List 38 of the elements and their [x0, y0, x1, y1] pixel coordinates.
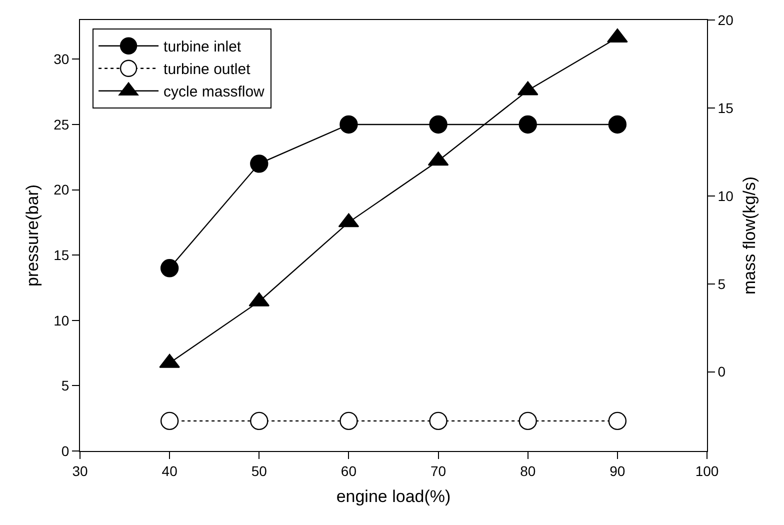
- legend-label: turbine inlet: [164, 38, 242, 56]
- x-axis-title: engine load(%): [336, 487, 451, 506]
- y2-tick-label: 5: [718, 276, 726, 292]
- y-tick-label: 30: [54, 51, 70, 68]
- point: [518, 115, 537, 134]
- point: [160, 259, 179, 278]
- y2-tick-label: 20: [718, 12, 734, 28]
- point: [340, 412, 358, 430]
- point: [429, 412, 448, 430]
- x-tick-label: 60: [340, 462, 357, 479]
- point: [340, 115, 358, 134]
- y-tick-label: 5: [61, 378, 70, 394]
- point: [608, 115, 627, 134]
- y-tick-label: 15: [54, 246, 70, 263]
- y2-axis-title: mass flow(kg/s): [740, 176, 759, 295]
- point: [518, 412, 537, 430]
- x-tick-label: 70: [430, 462, 446, 479]
- point: [160, 412, 179, 430]
- point: [429, 115, 448, 134]
- x-tick-label: 100: [695, 462, 719, 479]
- point: [608, 412, 627, 430]
- y-tick-label: 25: [54, 116, 70, 132]
- legend-label: turbine outlet: [164, 61, 252, 78]
- x-tick-label: 40: [162, 462, 178, 479]
- point: [250, 154, 268, 173]
- y-tick-label: 0: [61, 442, 70, 459]
- x-tick-label: 90: [610, 462, 626, 479]
- x-tick-label: 50: [251, 462, 268, 479]
- legend-label: cycle massflow: [164, 84, 265, 101]
- y2-tick-label: 0: [718, 364, 726, 380]
- x-tick-label: 80: [520, 462, 536, 479]
- y-tick-label: 10: [54, 312, 70, 328]
- x-tick-label: 30: [72, 462, 88, 479]
- y2-tick-label: 15: [718, 100, 734, 116]
- y2-tick-label: 10: [718, 188, 734, 204]
- y-axis-title: pressure(bar): [23, 184, 42, 287]
- point: [250, 412, 268, 430]
- y-tick-label: 20: [54, 182, 70, 198]
